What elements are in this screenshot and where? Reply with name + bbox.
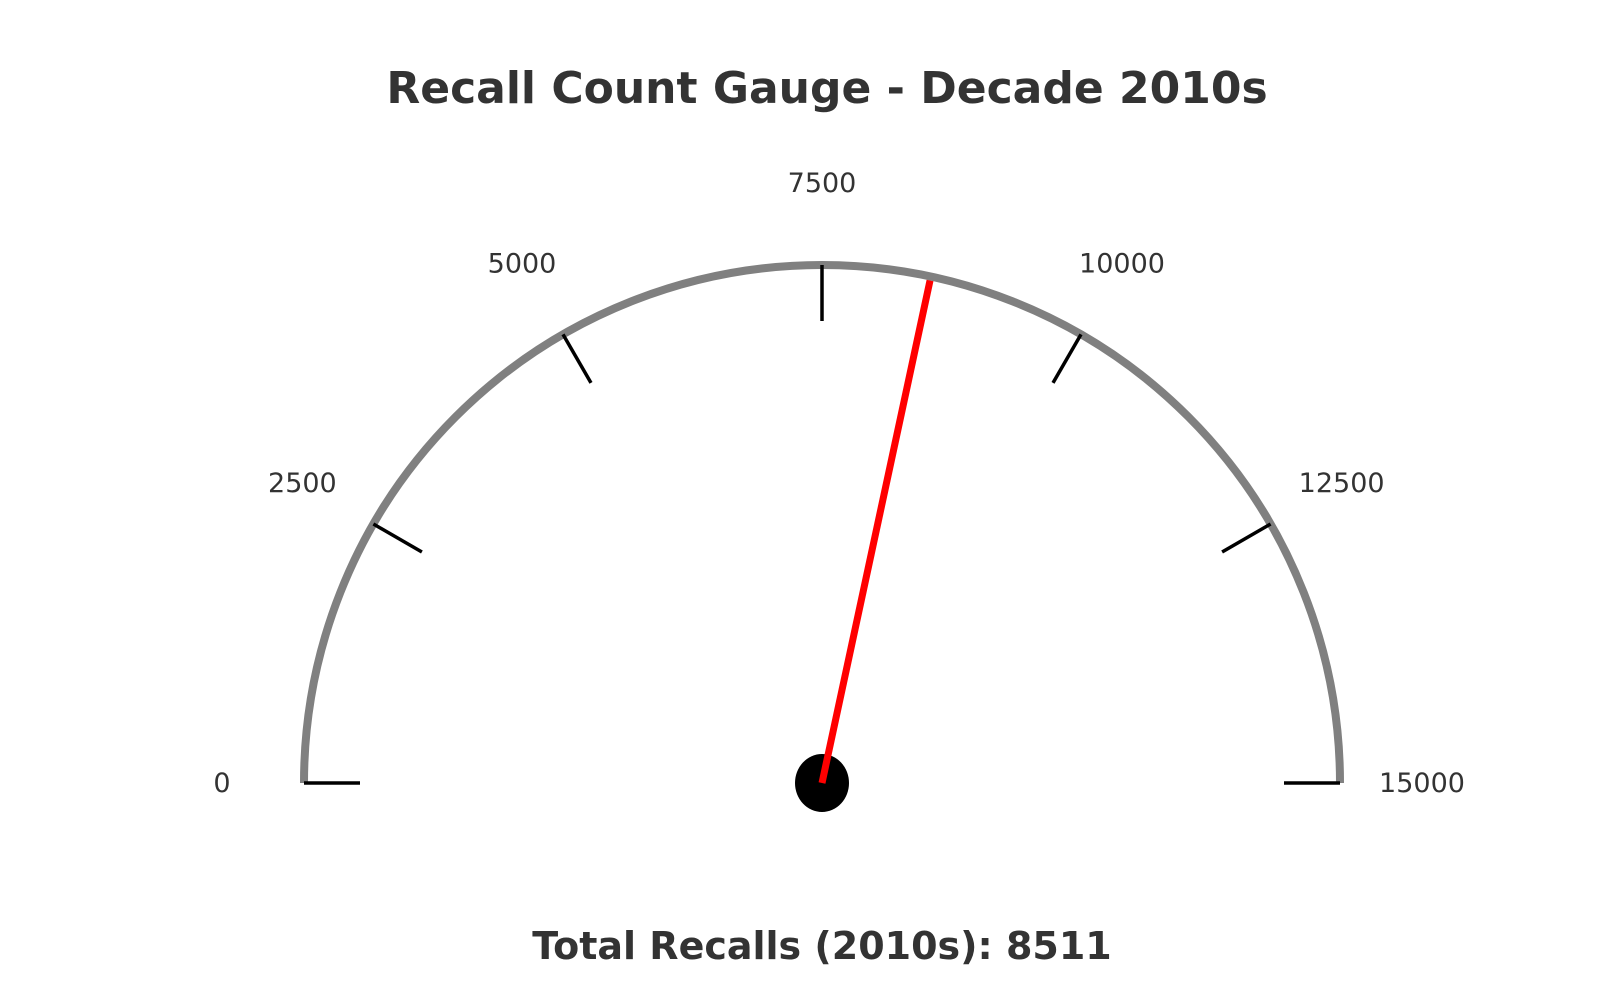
gauge-needle [818,279,934,784]
gauge-arc [300,261,1344,784]
tick-label-2500: 2500 [268,468,337,499]
tick-mark-5000 [561,333,593,384]
tick-mark-2500 [372,522,423,554]
tick-label-15000: 15000 [1379,768,1465,799]
tick-label-10000: 10000 [1079,248,1165,279]
tick-labels: 0 2500 5000 7500 10000 12500 15000 [213,168,1465,799]
tick-label-12500: 12500 [1299,468,1385,499]
tick-label-5000: 5000 [488,248,557,279]
tick-label-7500: 7500 [788,168,857,199]
tick-label-0: 0 [213,768,230,799]
total-recalls-summary: Total Recalls (2010s): 8511 [532,924,1111,968]
tick-mark-10000 [1051,333,1083,384]
chart-title: Recall Count Gauge - Decade 2010s [386,63,1267,114]
tick-marks [304,265,1340,785]
tick-mark-12500 [1221,522,1272,554]
